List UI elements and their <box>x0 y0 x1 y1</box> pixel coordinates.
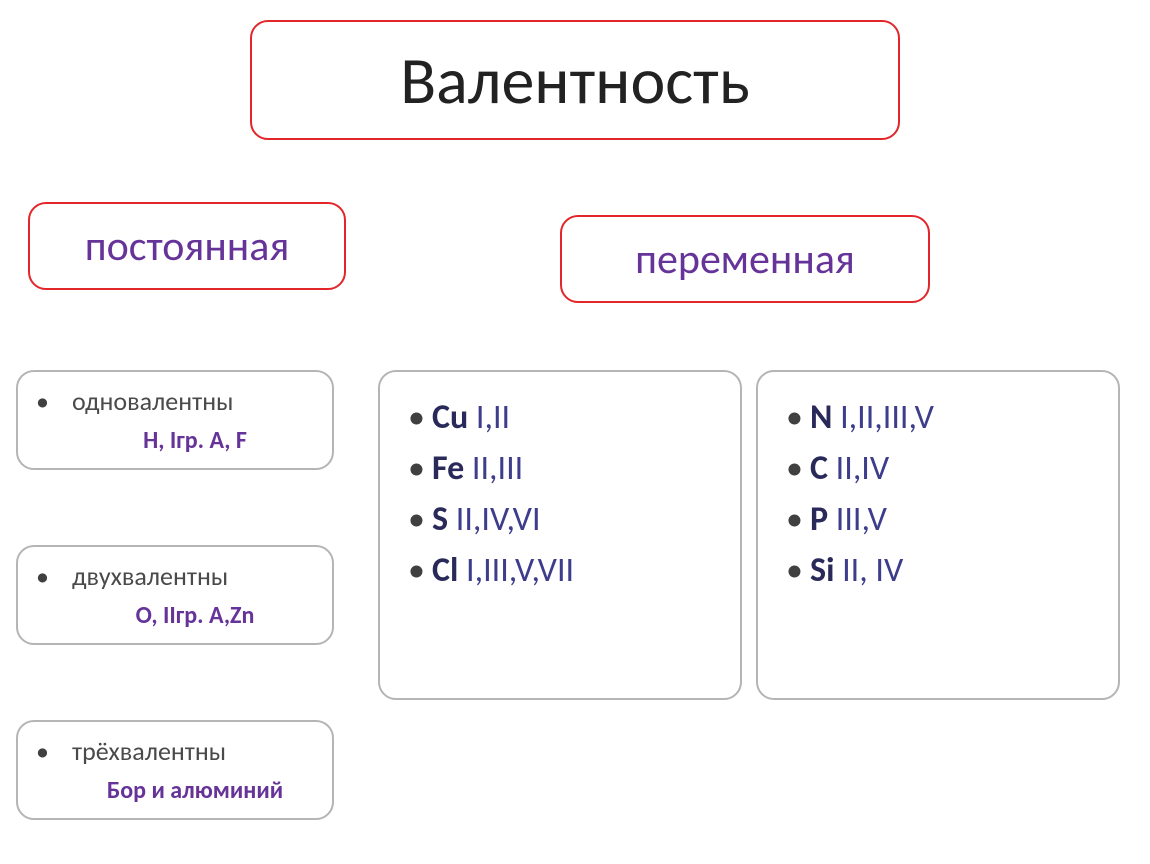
list-item: Cu I,II <box>404 392 716 443</box>
constant-group-1: одновалентны H, Iгр. A, F <box>16 370 334 470</box>
page-title: Валентность <box>400 40 749 121</box>
constant-subtitle: постоянная <box>85 221 290 272</box>
variable-subtitle: переменная <box>635 234 855 285</box>
list-item: N I,II,III,V <box>782 392 1094 443</box>
element-valences: II, IV <box>834 550 903 591</box>
group-header: трёхвалентны <box>72 735 226 767</box>
element-valences: II,III <box>464 448 523 489</box>
element-symbol: Fe <box>432 448 464 489</box>
variable-right-list: N I,II,III,V C II,IV P III,V Si II, IV <box>782 392 1094 596</box>
variable-left-list: Cu I,II Fe II,III S II,IV,VI Cl I,III,V,… <box>404 392 716 596</box>
element-symbol: P <box>810 499 828 540</box>
element-symbol: S <box>432 499 448 540</box>
element-symbol: Cl <box>432 550 458 591</box>
group-examples: H, Iгр. A, F <box>72 423 318 459</box>
group-header: двухвалентны <box>72 560 228 592</box>
element-valences: I,II,III,V <box>832 397 934 438</box>
title-box: Валентность <box>250 20 900 140</box>
list-item: одновалентны H, Iгр. A, F <box>32 382 318 459</box>
element-valences: II,IV <box>828 448 889 489</box>
group-examples: Бор и алюминий <box>72 773 318 809</box>
element-valences: III,V <box>828 499 887 540</box>
list-item: двухвалентны O, IIгр. A,Zn <box>32 557 318 634</box>
element-symbol: Si <box>810 550 834 591</box>
constant-group-3: трёхвалентны Бор и алюминий <box>16 720 334 820</box>
element-symbol: C <box>810 448 828 489</box>
element-valences: I,III,V,VII <box>458 550 574 591</box>
group-examples: O, IIгр. A,Zn <box>72 598 318 634</box>
list-item: Fe II,III <box>404 443 716 494</box>
variable-right-box: N I,II,III,V C II,IV P III,V Si II, IV <box>756 370 1120 700</box>
variable-left-box: Cu I,II Fe II,III S II,IV,VI Cl I,III,V,… <box>378 370 742 700</box>
element-symbol: N <box>810 397 832 438</box>
element-valences: II,IV,VI <box>448 499 540 540</box>
element-valences: I,II <box>468 397 510 438</box>
list-item: Cl I,III,V,VII <box>404 545 716 596</box>
variable-subtitle-box: переменная <box>560 215 930 303</box>
list-item: C II,IV <box>782 443 1094 494</box>
list-item: P III,V <box>782 494 1094 545</box>
list-item: S II,IV,VI <box>404 494 716 545</box>
element-symbol: Cu <box>432 397 468 438</box>
list-item: Si II, IV <box>782 545 1094 596</box>
list-item: трёхвалентны Бор и алюминий <box>32 732 318 809</box>
constant-group-2: двухвалентны O, IIгр. A,Zn <box>16 545 334 645</box>
group-header: одновалентны <box>72 385 233 417</box>
constant-subtitle-box: постоянная <box>28 202 346 290</box>
